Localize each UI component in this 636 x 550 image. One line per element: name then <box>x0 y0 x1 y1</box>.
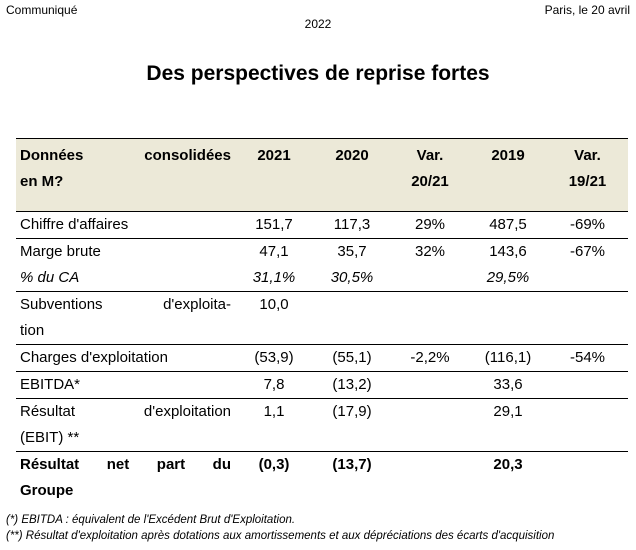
header-year: 2022 <box>304 17 332 31</box>
header-label-line2: en M? <box>20 173 64 190</box>
cell-2021: 31,1% <box>252 269 296 286</box>
row-label: Résultat net part du Groupe <box>16 451 235 504</box>
cell-var-20-21 <box>391 265 469 292</box>
row-label: Résultat d'exploitation (EBIT) ** <box>16 398 235 452</box>
cell-2021: 7,8 <box>235 371 313 399</box>
cell-2021: 151,7 <box>235 211 313 239</box>
row-label-word: Résultat <box>20 456 80 473</box>
header-var-line1: Var. <box>574 147 601 164</box>
cell-2021: 10,0 <box>235 291 313 345</box>
cell-2020 <box>313 291 391 345</box>
page-title: Des perspectives de reprise fortes <box>146 62 490 85</box>
cell-var-20-21: 32% <box>391 238 469 265</box>
cell-2021: 1,1 <box>235 398 313 452</box>
header-label-word: consolidées <box>144 147 231 164</box>
cell-2019 <box>469 291 547 345</box>
cell-2021: (0,3) <box>235 451 313 504</box>
cell-2019: 29,5% <box>486 269 530 286</box>
table-row: Subventions d'exploita- tion 10,0 <box>16 291 628 345</box>
header-var-20-21: Var. 20/21 <box>391 138 469 212</box>
cell-2020: 30,5% <box>330 269 374 286</box>
row-label-line2: (EBIT) ** <box>20 429 80 446</box>
cell-2020: (55,1) <box>313 344 391 372</box>
table-header-row: Données consolidées en M? 2021 2020 Var.… <box>16 138 628 212</box>
row-label: Chiffre d'affaires <box>16 211 235 239</box>
table-row: Marge brute 47,1 35,7 32% 143,6 -67% <box>16 238 628 265</box>
footnote-ebit: (**) Résultat d'exploitation après dotat… <box>6 530 555 542</box>
cell-2019: 487,5 <box>469 211 547 239</box>
table-row-total: Résultat net part du Groupe (0,3) (13,7)… <box>16 451 628 504</box>
cell-var-19-21 <box>547 398 628 452</box>
header-var-line1: Var. <box>416 147 444 164</box>
cell-2020: 117,3 <box>313 211 391 239</box>
cell-2021: (53,9) <box>235 344 313 372</box>
cell-var-19-21: -67% <box>547 238 628 265</box>
row-label-word: part <box>156 456 186 473</box>
row-label-line2: tion <box>20 322 45 339</box>
row-label-word: Subventions <box>20 296 103 313</box>
header-2021: 2021 <box>235 138 313 212</box>
header-var-line2: 20/21 <box>411 173 449 190</box>
cell-var-20-21: -2,2% <box>391 344 469 372</box>
cell-2020: (13,7) <box>313 451 391 504</box>
row-label: EBITDA* <box>16 371 235 399</box>
cell-2019: 20,3 <box>469 451 547 504</box>
row-label-word: Résultat <box>20 403 76 420</box>
header-2019: 2019 <box>469 138 547 212</box>
cell-var-20-21 <box>391 371 469 399</box>
header-var-line2: 19/21 <box>568 173 607 190</box>
row-label: Marge brute <box>16 238 235 265</box>
cell-2019: 29,1 <box>469 398 547 452</box>
table-row: Charges d'exploitation (53,9) (55,1) -2,… <box>16 344 628 372</box>
row-label-line2: Groupe <box>20 482 74 499</box>
table-row: % du CA 31,1% 30,5% 29,5% <box>16 265 628 292</box>
cell-2019: 33,6 <box>469 371 547 399</box>
cell-var-19-21 <box>547 291 628 345</box>
cell-2020: 35,7 <box>313 238 391 265</box>
header-label-word: Données <box>20 147 84 164</box>
cell-var-19-21: -54% <box>547 344 628 372</box>
header-var-19-21: Var. 19/21 <box>547 138 628 212</box>
cell-var-19-21 <box>547 265 628 292</box>
row-label-word: d'exploita- <box>163 296 231 313</box>
cell-2019: 143,6 <box>469 238 547 265</box>
cell-var-20-21: 29% <box>391 211 469 239</box>
row-label-word: d'exploitation <box>143 403 231 420</box>
cell-var-19-21: -69% <box>547 211 628 239</box>
row-label: % du CA <box>20 269 80 286</box>
header-left-communique: Communiqué <box>6 3 78 17</box>
cell-var-20-21 <box>391 451 469 504</box>
row-label: Subventions d'exploita- tion <box>16 291 235 345</box>
financial-table: Données consolidées en M? 2021 2020 Var.… <box>16 138 628 504</box>
header-label-cell: Données consolidées en M? <box>16 138 235 212</box>
table-row: EBITDA* 7,8 (13,2) 33,6 <box>16 371 628 399</box>
cell-2019: (116,1) <box>469 344 547 372</box>
header-2020: 2020 <box>313 138 391 212</box>
cell-var-19-21 <box>547 451 628 504</box>
cell-2021: 47,1 <box>235 238 313 265</box>
cell-var-20-21 <box>391 291 469 345</box>
cell-2020: (17,9) <box>313 398 391 452</box>
cell-var-20-21 <box>391 398 469 452</box>
table-row: Chiffre d'affaires 151,7 117,3 29% 487,5… <box>16 211 628 239</box>
row-label-word: net <box>106 456 130 473</box>
cell-var-19-21 <box>547 371 628 399</box>
cell-2020: (13,2) <box>313 371 391 399</box>
footnote-ebitda: (*) EBITDA : équivalent de l'Excédent Br… <box>6 514 296 526</box>
table-row: Résultat d'exploitation (EBIT) ** 1,1 (1… <box>16 398 628 452</box>
row-label-word: du <box>212 456 231 473</box>
row-label: Charges d'exploitation <box>16 344 235 372</box>
header-right-date: Paris, le 20 avril <box>544 3 630 17</box>
